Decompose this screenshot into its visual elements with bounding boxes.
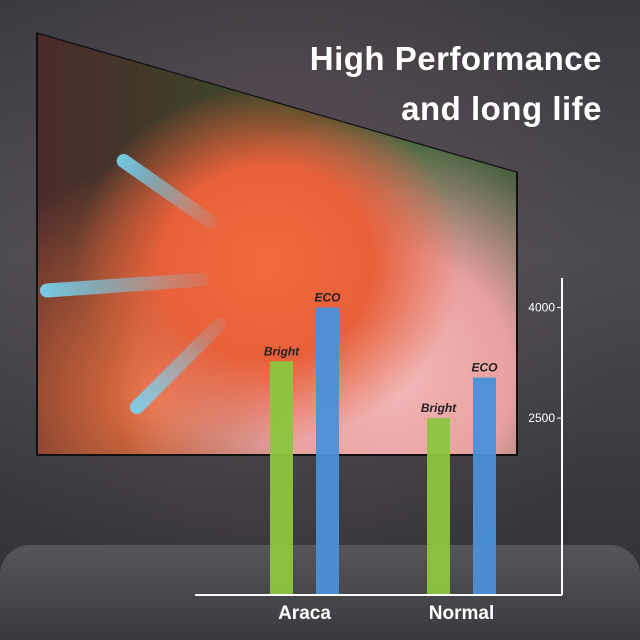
headline: High Performance and long life xyxy=(310,34,602,134)
x-category-label: Normal xyxy=(429,603,494,624)
bar-label: Bright xyxy=(264,344,300,358)
bar-label: ECO xyxy=(471,361,498,375)
bar-eco-araca xyxy=(316,307,339,595)
headline-line-2: and long life xyxy=(401,90,602,127)
bar-label: Bright xyxy=(421,401,457,415)
bar-bright-normal xyxy=(427,418,450,595)
headline-line-1: High Performance xyxy=(309,40,602,77)
y-tick-label: 2500 xyxy=(528,411,555,425)
x-category-label: Araca xyxy=(278,603,331,624)
bar-eco-normal xyxy=(473,377,496,595)
bar-bright-araca xyxy=(270,361,293,595)
y-tick-label: 4000 xyxy=(528,300,555,314)
bar-label: ECO xyxy=(314,290,341,304)
